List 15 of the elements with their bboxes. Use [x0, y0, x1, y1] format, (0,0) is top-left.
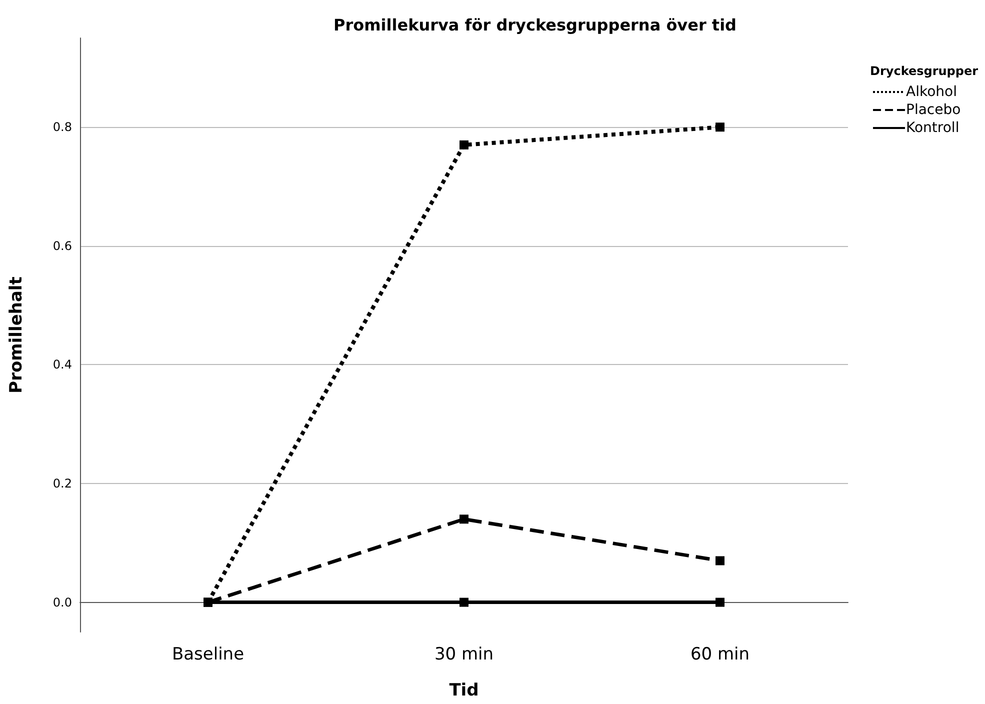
x-tick-label: 30 min: [434, 644, 494, 664]
x-axis-title: Tid: [449, 680, 479, 700]
y-tick-label: 0.2: [52, 476, 72, 490]
x-tick-label: 60 min: [690, 644, 750, 664]
y-tick-label: 0.4: [52, 358, 72, 372]
y-tick-label: 0.0: [52, 595, 72, 610]
y-tick-label: 0.6: [52, 238, 72, 253]
y-axis-title: Promillehalt: [6, 276, 26, 394]
x-tick-label: Baseline: [172, 644, 244, 664]
y-tick-label: 0.8: [52, 120, 72, 134]
chart-title: Promillekurva för dryckesgrupperna över tid: [333, 16, 737, 34]
legend-label: Alkohol: [906, 84, 957, 100]
legend-title: Dryckesgrupper: [870, 64, 978, 78]
legend-label: Kontroll: [906, 120, 960, 136]
legend-label: Placebo: [906, 102, 961, 118]
